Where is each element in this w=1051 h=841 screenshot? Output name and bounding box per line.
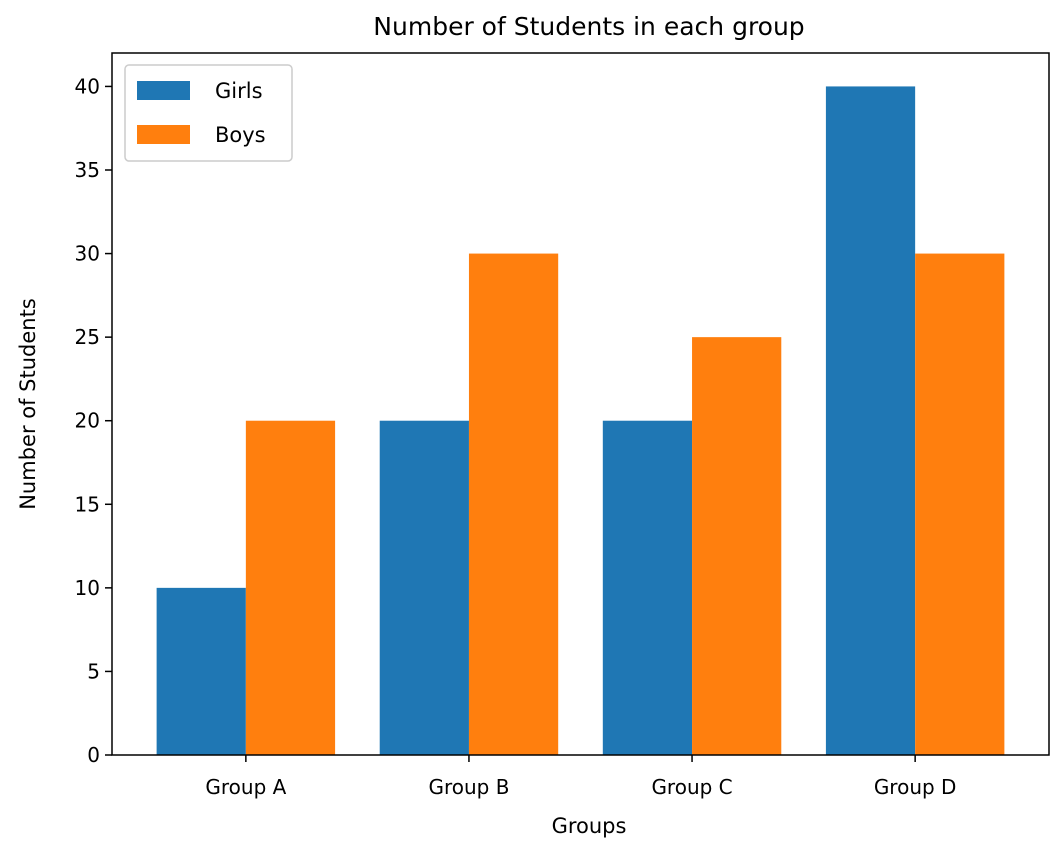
bar-boys-group-a <box>245 420 336 755</box>
y-tick-label: 0 <box>87 743 100 767</box>
legend-frame <box>124 64 293 162</box>
x-tick-label: Group C <box>651 775 732 799</box>
bar-girls-group-a <box>156 587 246 755</box>
y-axis-title: Number of Students <box>16 298 40 510</box>
bar-girls-group-b <box>379 420 469 755</box>
bar-boys-group-d <box>915 253 1005 756</box>
x-tick-label: Group B <box>428 775 509 799</box>
bar-boys-group-b <box>468 253 559 756</box>
y-tick-label: 35 <box>75 158 100 182</box>
plot-frame <box>111 52 1050 756</box>
x-axis-title: Groups <box>552 814 627 838</box>
bar-boys-group-c <box>692 337 782 755</box>
chart-title: Number of Students in each group <box>373 12 804 41</box>
legend-swatch-boys <box>137 125 190 144</box>
legend-swatch-girls <box>137 81 190 100</box>
y-tick-label: 5 <box>87 659 100 683</box>
y-tick-label: 30 <box>75 242 100 266</box>
bars-layer <box>156 86 1005 756</box>
legend-label-girls: Girls <box>215 79 263 103</box>
y-tick-label: 25 <box>75 325 100 349</box>
x-axis: Group A Group B Group C Group D <box>205 755 956 799</box>
y-tick-label: 40 <box>75 74 100 98</box>
bar-girls-group-c <box>602 420 693 755</box>
y-axis: 0 5 10 15 20 25 30 35 40 <box>75 74 112 767</box>
y-tick-label: 20 <box>75 409 100 433</box>
x-tick-label: Group D <box>874 775 957 799</box>
x-tick-label: Group A <box>205 775 286 799</box>
y-tick-label: 15 <box>75 492 100 516</box>
bar-girls-group-d <box>825 86 916 755</box>
legend-label-boys: Boys <box>215 123 266 147</box>
y-tick-label: 10 <box>75 576 100 600</box>
legend: Girls Boys <box>124 64 293 162</box>
